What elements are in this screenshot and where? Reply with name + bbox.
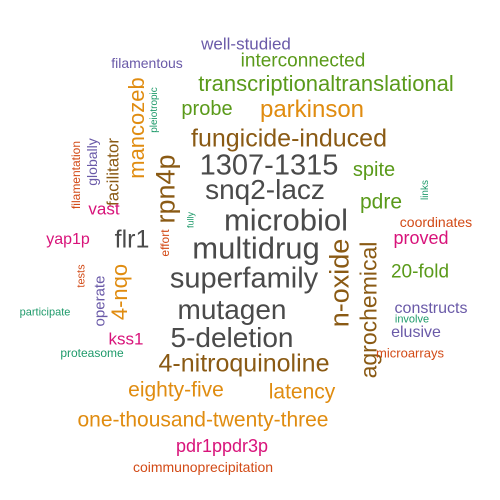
word: multidrug: [192, 230, 320, 266]
word: effort: [158, 229, 172, 257]
word: microarrays: [376, 345, 444, 361]
word: filamentous: [111, 55, 183, 71]
word: participate: [19, 306, 71, 319]
word: 4-nqo: [107, 263, 132, 321]
word: probe: [181, 98, 233, 120]
word: proved: [393, 228, 449, 248]
word: well-studied: [201, 34, 291, 54]
word: pleiotropic: [149, 87, 160, 133]
word: yap1p: [46, 231, 90, 248]
word: spite: [352, 159, 396, 181]
word: pdre: [359, 190, 403, 214]
word: globally: [84, 138, 100, 186]
word: rpn4p: [150, 154, 181, 224]
word: 4-nitroquinoline: [158, 349, 330, 378]
word: interconnected: [240, 50, 366, 72]
word: facilitator: [103, 137, 123, 207]
word: proteasome: [60, 346, 124, 360]
word: mancozeb: [124, 77, 149, 179]
word: coordinates: [399, 214, 473, 230]
word: kss1: [108, 329, 144, 349]
word: mutagen: [177, 294, 287, 325]
word: 1307-1315: [199, 149, 339, 182]
word: fungicide-induced: [191, 124, 387, 153]
word: snq2-lacz: [205, 174, 325, 205]
word: elusive: [391, 324, 441, 341]
word: links: [420, 179, 431, 201]
word: involve: [394, 313, 430, 326]
word: tests: [75, 264, 88, 288]
word: transcriptionaltranslational: [198, 71, 454, 96]
word: n-oxide: [324, 238, 355, 328]
word: microbiol: [223, 202, 349, 238]
word: eighty-five: [128, 378, 224, 402]
word: one-thousand-twenty-three: [77, 408, 329, 432]
word: coimmunoprecipitation: [132, 459, 274, 475]
word: superfamily: [169, 262, 319, 295]
word: 20-fold: [390, 261, 450, 283]
word: vast: [88, 199, 120, 219]
word: 5-deletion: [170, 322, 294, 353]
word: pdr1ppdr3p: [175, 436, 269, 456]
word: operate: [91, 275, 109, 327]
word: flr1: [114, 225, 150, 254]
word: filamentation: [69, 140, 83, 210]
word: parkinson: [259, 96, 365, 123]
word: latency: [268, 380, 336, 404]
word: fully: [185, 211, 196, 229]
word: constructs: [394, 300, 468, 317]
